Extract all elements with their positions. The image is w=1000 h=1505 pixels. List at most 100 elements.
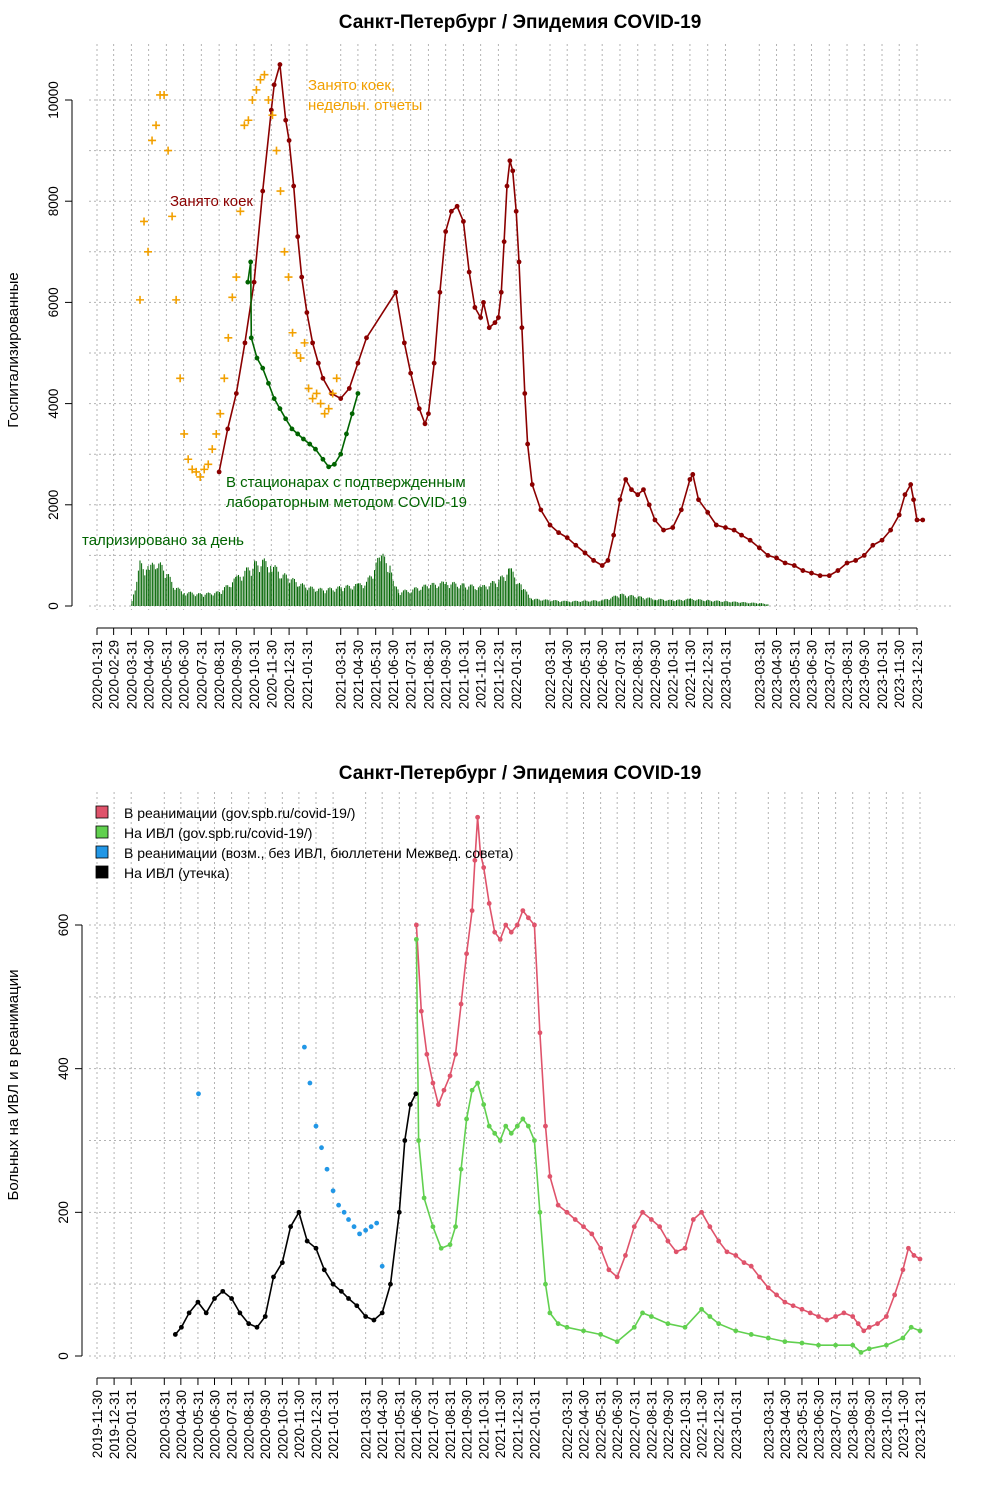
- data-point-dark_red: [251, 279, 257, 285]
- data-point-dark_red: [782, 560, 788, 566]
- x-tick-label: 2023-06-30: [804, 640, 819, 709]
- data-point-dark_red: [870, 542, 876, 548]
- x-tick-label: 2020-09-30: [258, 1390, 273, 1459]
- x-tick-label: 2021-09-30: [439, 640, 454, 709]
- data-point-dark_red: [310, 340, 316, 346]
- data-point-light_green: [421, 1195, 427, 1201]
- data-point-pink_red: [665, 1238, 671, 1244]
- x-tick-label: 2021-12-31: [510, 1390, 525, 1459]
- data-point-dark_red: [756, 545, 762, 551]
- data-point-light_green: [481, 1102, 487, 1107]
- data-point-dark_green: [313, 446, 318, 452]
- y-tick-label: 8000: [46, 186, 61, 216]
- panel2-grid: [89, 792, 955, 1360]
- data-point-black: [296, 1209, 302, 1215]
- x-tick-label: 2023-07-31: [822, 640, 837, 709]
- weekly-point: [188, 465, 197, 474]
- data-point-blue: [336, 1202, 342, 1208]
- data-point-pink_red: [774, 1292, 779, 1298]
- data-point-blue: [302, 1044, 307, 1050]
- data-point-pink_red: [733, 1253, 739, 1258]
- data-point-pink_red: [564, 1209, 570, 1215]
- data-point-blue: [374, 1220, 380, 1226]
- weekly-point: [332, 374, 341, 383]
- data-point-pink_red: [589, 1231, 595, 1237]
- data-point-dark_red: [817, 573, 823, 579]
- data-point-pink_red: [497, 936, 503, 942]
- data-point-pink_red: [424, 1051, 430, 1057]
- weekly-point: [140, 217, 149, 226]
- data-point-light_green: [438, 1245, 444, 1251]
- data-point-black: [254, 1324, 260, 1330]
- legend-swatch-icu: [95, 805, 109, 819]
- data-point-light_green: [503, 1123, 509, 1129]
- data-point-dark_red: [401, 340, 407, 346]
- weekly-point: [232, 273, 241, 282]
- x-tick-label: 2023-09-30: [862, 1390, 877, 1459]
- data-point-black: [172, 1332, 178, 1337]
- panel1-x-axis: 2020-01-31 2020-02-29 2020-03-31 2020-04-30…: [90, 627, 925, 709]
- x-tick-label: 2022-08-31: [644, 1390, 659, 1459]
- data-point-dark_red: [582, 550, 588, 556]
- data-point-pink_red: [514, 922, 520, 928]
- data-point-light_green: [833, 1342, 839, 1348]
- data-point-light_green: [640, 1310, 645, 1316]
- data-point-dark_green: [295, 431, 301, 437]
- x-tick-label: 2022-10-31: [678, 1390, 693, 1459]
- panel2-x-axis: 2019-11-30 2019-12-31 2020-01-31 2020-03-31…: [90, 1377, 928, 1459]
- x-tick-label: 2021-04-30: [351, 640, 366, 709]
- data-point-dark_red: [320, 375, 326, 381]
- data-point-black: [413, 1091, 419, 1097]
- data-point-blue: [330, 1188, 336, 1194]
- weekly-point: [196, 472, 205, 481]
- data-point-black: [313, 1245, 319, 1251]
- annotation-confirmed-line2: лабораторным методом COVID-19: [226, 494, 467, 511]
- data-point-pink_red: [572, 1217, 578, 1222]
- data-point-dark_red: [800, 568, 806, 573]
- data-point-dark_red: [408, 370, 414, 376]
- data-point-pink_red: [765, 1285, 771, 1291]
- x-tick-label: 2022-11-30: [695, 1390, 710, 1458]
- data-point-dark_red: [260, 188, 266, 194]
- panel2-ylabel: Больных на ИВЛ и в реанимации: [5, 970, 22, 1201]
- data-point-dark_red: [529, 482, 535, 487]
- data-point-pink_red: [508, 929, 514, 935]
- data-point-dark_red: [809, 570, 814, 576]
- data-point-dark_red: [291, 183, 297, 189]
- x-tick-label: 2021-10-31: [456, 640, 471, 709]
- data-point-dark_green: [283, 416, 289, 422]
- data-point-dark_green: [289, 426, 295, 432]
- x-tick-label: 2021-06-30: [409, 1390, 424, 1459]
- x-tick-label: 2019-12-31: [107, 1390, 122, 1459]
- weekly-point: [144, 247, 153, 256]
- data-point-dark_red: [690, 472, 696, 477]
- data-point-light_green: [682, 1324, 688, 1330]
- panel1-ylabel: Госпитализированные: [5, 272, 22, 427]
- data-point-black: [388, 1281, 393, 1287]
- x-tick-label: 2022-05-31: [594, 1390, 609, 1459]
- x-tick-label: 2020-08-31: [242, 1390, 257, 1459]
- data-point-pink_red: [682, 1245, 688, 1251]
- annotation-beds: Занято коек: [170, 193, 253, 210]
- x-tick-label: 2022-09-30: [648, 640, 663, 709]
- weekly-point: [268, 111, 277, 120]
- data-point-pink_red: [707, 1224, 713, 1230]
- panel1-grid: [89, 44, 952, 610]
- weekly-point: [240, 121, 249, 130]
- data-point-light_green: [564, 1324, 570, 1330]
- data-point-blue: [196, 1091, 201, 1097]
- weekly-point: [312, 389, 321, 398]
- data-point-pink_red: [906, 1245, 911, 1251]
- weekly-point: [192, 467, 201, 476]
- data-point-dark_green: [338, 451, 344, 457]
- data-point-pink_red: [481, 865, 487, 870]
- data-point-dark_red: [507, 158, 513, 164]
- data-point-pink_red: [503, 922, 509, 928]
- data-point-light_green: [537, 1209, 543, 1215]
- data-point-light_green: [464, 1116, 469, 1122]
- data-point-pink_red: [614, 1274, 620, 1280]
- data-point-black: [229, 1296, 234, 1301]
- data-point-dark_green: [344, 431, 349, 437]
- data-point-light_green: [707, 1314, 713, 1319]
- data-point-pink_red: [436, 1102, 441, 1107]
